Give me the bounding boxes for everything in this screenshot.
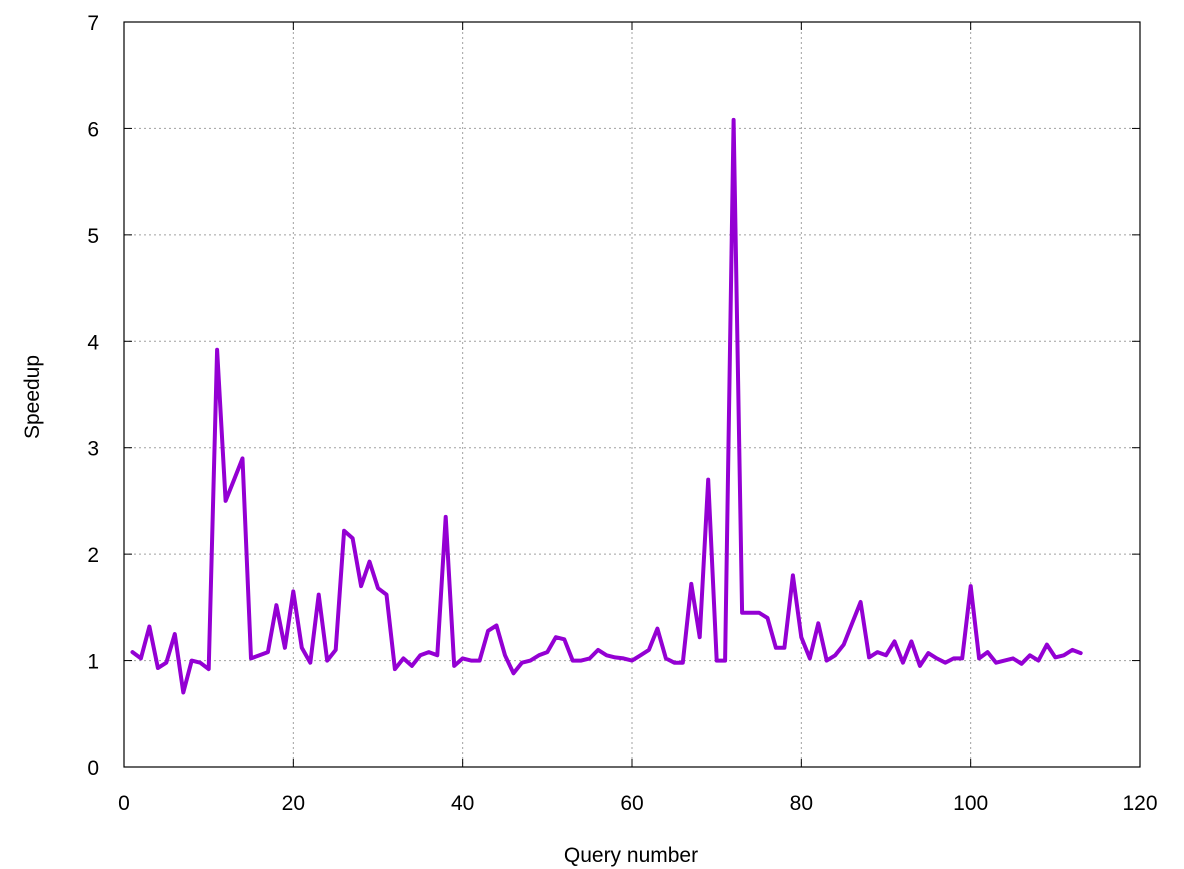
x-tick-label: 0 — [118, 792, 130, 815]
grid-lines — [124, 22, 1140, 767]
x-tick-label: 20 — [282, 792, 305, 815]
y-tick-label: 1 — [87, 651, 99, 674]
x-tick-label: 80 — [790, 792, 813, 815]
y-tick-label: 2 — [87, 544, 99, 567]
y-tick-label: 0 — [87, 757, 99, 780]
speedup-series-line — [130, 117, 1083, 695]
x-axis-ticks: 0 20 40 60 80 100 120 — [118, 22, 1158, 815]
series-layer — [130, 117, 1083, 695]
y-tick-label: 5 — [87, 225, 99, 248]
y-axis-title: Speedup — [21, 355, 44, 439]
x-tick-label: 40 — [451, 792, 474, 815]
y-tick-label: 7 — [87, 12, 99, 35]
y-tick-label: 4 — [87, 331, 99, 354]
y-tick-label: 3 — [87, 438, 99, 461]
x-tick-label: 100 — [953, 792, 988, 815]
y-tick-label: 6 — [87, 118, 99, 141]
x-tick-label: 60 — [620, 792, 643, 815]
x-axis-title: Query number — [564, 844, 698, 867]
x-tick-label: 120 — [1122, 792, 1157, 815]
y-axis-ticks: 0 1 2 3 4 5 6 7 — [87, 12, 1140, 780]
